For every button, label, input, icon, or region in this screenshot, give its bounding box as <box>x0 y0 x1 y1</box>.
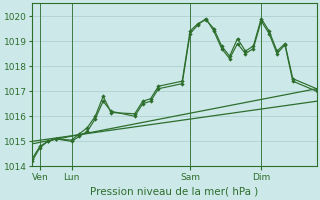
X-axis label: Pression niveau de la mer( hPa ): Pression niveau de la mer( hPa ) <box>90 187 259 197</box>
